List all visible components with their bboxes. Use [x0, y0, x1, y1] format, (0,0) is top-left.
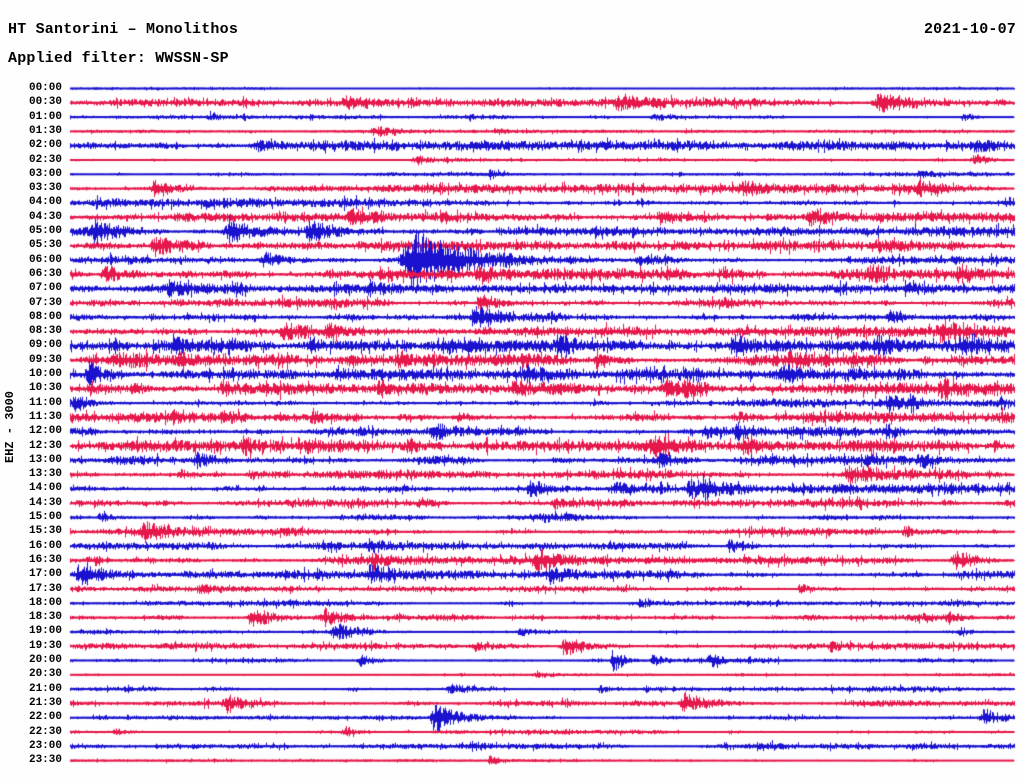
time-label: 08:00: [28, 310, 62, 323]
time-label: 00:00: [28, 82, 62, 94]
time-label: 04:30: [28, 210, 62, 223]
time-label: 11:00: [28, 396, 62, 409]
time-label: 20:30: [28, 668, 62, 681]
time-label: 14:00: [28, 482, 62, 495]
time-label: 17:00: [28, 568, 62, 581]
time-label: 01:00: [28, 110, 62, 123]
time-label: 00:30: [28, 96, 62, 109]
time-label: 14:30: [28, 496, 62, 509]
time-label: 08:30: [28, 325, 62, 338]
time-label: 02:00: [28, 139, 62, 152]
filter-label: Applied filter: WWSSN-SP: [8, 50, 229, 67]
time-label: 09:30: [28, 353, 62, 366]
time-label: 15:00: [28, 511, 62, 523]
time-label: 03:00: [28, 167, 62, 180]
time-label: 06:00: [28, 253, 62, 266]
page-title: HT Santorini – Monolithos: [8, 21, 239, 38]
time-label: 07:30: [28, 296, 62, 309]
time-label: 18:00: [28, 596, 62, 609]
time-label: 13:00: [28, 453, 62, 466]
time-label: 23:30: [28, 754, 62, 767]
time-label: 16:30: [28, 553, 62, 566]
time-label: 22:30: [28, 725, 62, 738]
time-label: 16:00: [28, 539, 62, 552]
date-label: 2021-10-07: [923, 21, 1016, 38]
time-label: 15:30: [28, 525, 62, 538]
time-label: 10:00: [28, 368, 62, 380]
time-label: 21:00: [28, 682, 62, 695]
time-label: 05:00: [28, 225, 62, 237]
time-label: 17:30: [28, 582, 62, 595]
time-label: 20:00: [28, 654, 62, 666]
time-label: 03:30: [28, 182, 62, 195]
time-label: 09:00: [28, 339, 62, 352]
time-label: 21:30: [28, 696, 62, 709]
time-label: 10:30: [28, 382, 62, 395]
time-label: 04:00: [28, 196, 62, 209]
time-label: 07:00: [28, 282, 62, 295]
time-label: 11:30: [28, 410, 62, 423]
time-label: 18:30: [28, 611, 62, 624]
time-label: 23:00: [28, 739, 62, 752]
time-label: 12:30: [28, 439, 62, 452]
time-label: 02:30: [28, 153, 62, 166]
time-label: 06:30: [28, 267, 62, 280]
time-label: 19:00: [28, 625, 62, 638]
time-label: 22:00: [28, 711, 62, 724]
time-label: 13:30: [28, 468, 62, 481]
time-label: 12:00: [28, 425, 62, 438]
time-label: 05:30: [28, 239, 62, 252]
time-label: 19:30: [28, 639, 62, 652]
time-label: 01:30: [28, 124, 62, 137]
